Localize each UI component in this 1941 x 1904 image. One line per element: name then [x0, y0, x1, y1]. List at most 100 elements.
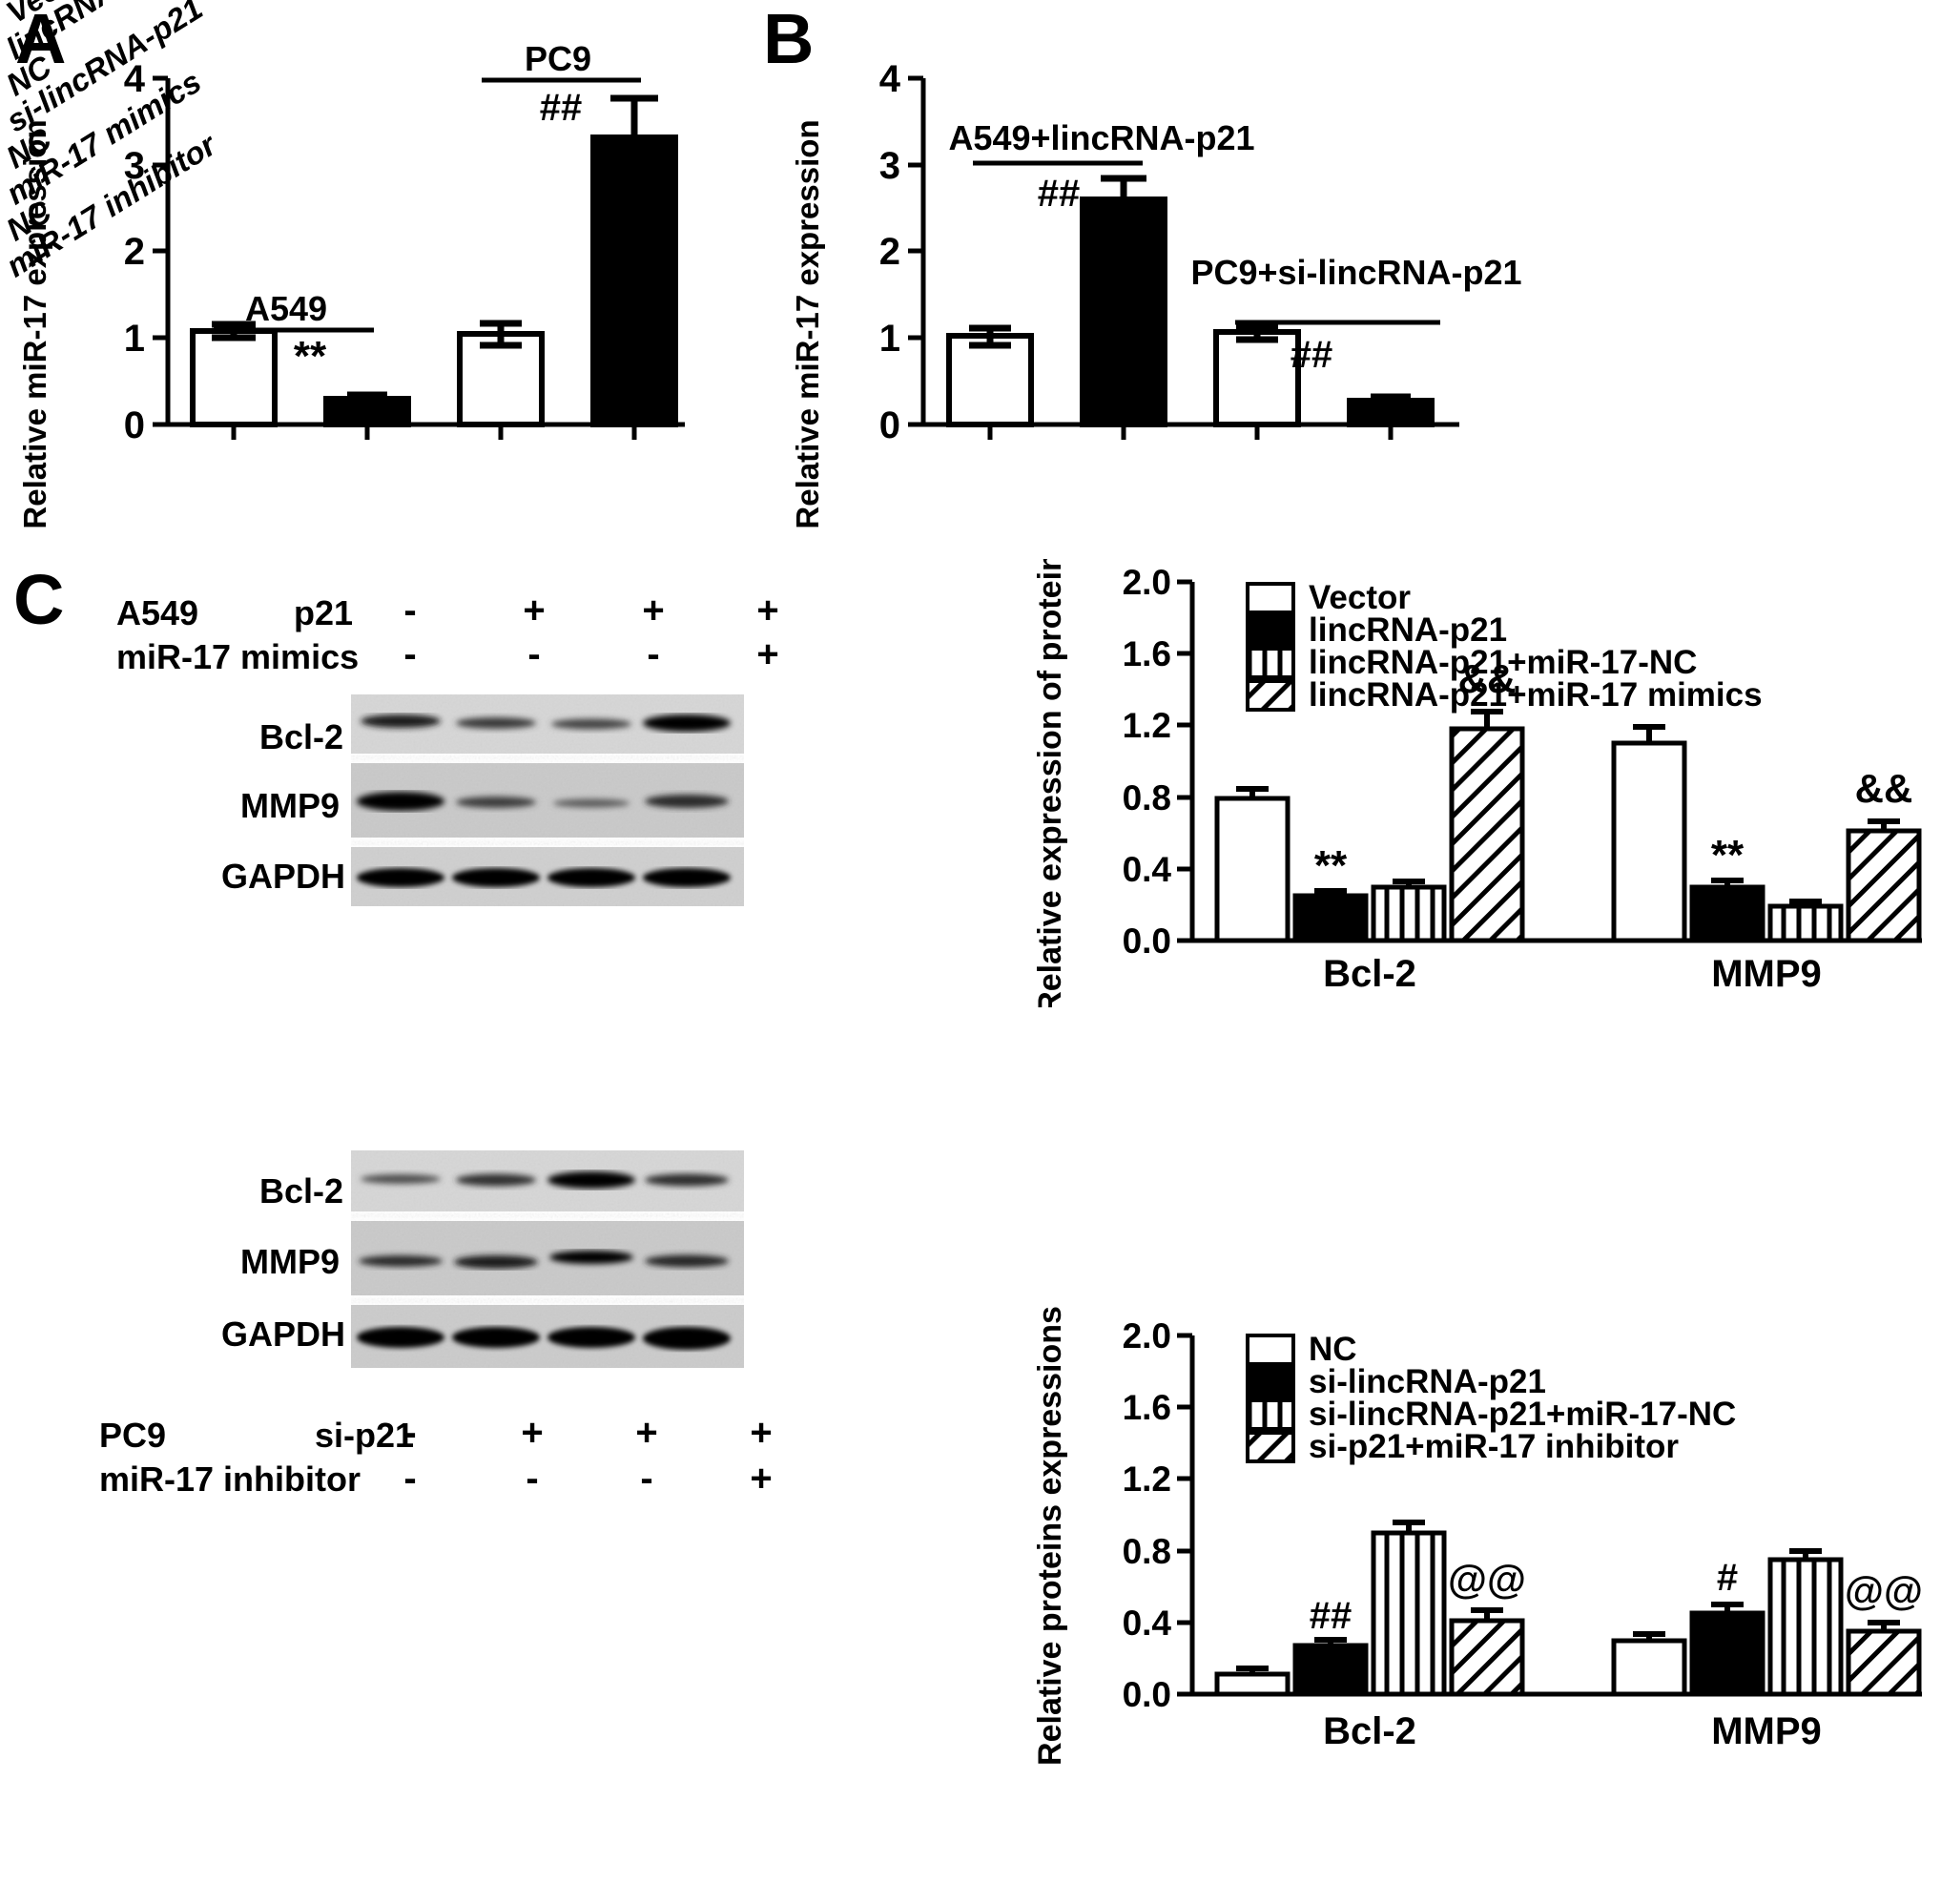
panel-b-group-1-sig: ## — [1291, 334, 1333, 376]
panel-a-ylabel: Relative miR-17 expression — [17, 119, 52, 528]
panel-c-bottom-chart: Relative proteins expressions 0.0 0.4 0.… — [1030, 1307, 1941, 1765]
panel-c-bottom-bar-bcl2-si — [1292, 1643, 1369, 1697]
panel-c-letter: C — [13, 560, 65, 639]
blot-top-row-0-val-3: + — [756, 590, 779, 631]
blot-bottom-row-0-val-3: + — [750, 1412, 773, 1454]
panel-c-top-bar-mmp9-lincmim — [1846, 828, 1922, 943]
panel-c-bottom-ytick-0: 0.0 — [1123, 1675, 1171, 1714]
panel-c-top-ytick-5: 2.0 — [1123, 563, 1171, 602]
panel-c-bottom-bar-mmp9-si — [1689, 1610, 1765, 1697]
blot-bottom-row-1-val-0: - — [403, 1458, 417, 1500]
blot-bottom-row-1-val-2: - — [640, 1458, 653, 1500]
blot-bottom-band-0-label: Bcl-2 — [259, 1171, 344, 1211]
panel-c-top-bar-mmp9-vector — [1611, 740, 1687, 943]
panel-b-ytick-2: 2 — [879, 231, 900, 273]
panel-c-bottom-legend-2: si-lincRNA-p21+miR-17-NC — [1309, 1396, 1736, 1433]
panel-c-top-bar-bcl2-linc — [1292, 893, 1369, 943]
blot-bottom-row-0-label: si-p21 — [315, 1416, 415, 1455]
blot-top-row-0-val-1: + — [523, 590, 546, 631]
blot-top-row-0-label: p21 — [294, 593, 354, 632]
panel-a-ytick-3: 3 — [124, 145, 145, 187]
blot-top-cell-line: A549 — [116, 593, 199, 632]
panel-b-bar-3 — [1347, 398, 1435, 427]
panel-c-top-ytick-2: 0.8 — [1123, 778, 1171, 817]
blot-bottom-cell-line: PC9 — [99, 1416, 167, 1455]
panel-c-bottom-ylabel: Relative proteins expressions — [1032, 1307, 1068, 1765]
panel-b-svg: Relative miR-17 expression 0 1 2 3 4 — [790, 58, 1522, 529]
panel-c-bottom-ytick-5: 2.0 — [1123, 1316, 1171, 1356]
panel-c-top-bar-bcl2-lincmim — [1449, 726, 1525, 943]
panel-c-bottom-legend-3: si-p21+miR-17 inhibitor — [1309, 1428, 1679, 1465]
panel-c-bottom-bar-mmp9-siinh — [1846, 1628, 1922, 1697]
panel-a-bar-0 — [190, 328, 278, 427]
panel-a-group-0-label: A549 — [245, 289, 327, 328]
panel-c-top-anno-mmp9-0: ** — [1711, 832, 1745, 879]
blot-bottom-band-1-label: MMP9 — [240, 1242, 341, 1281]
panel-b-ytick-3: 3 — [879, 145, 900, 187]
panel-c-top-xtick-1: MMP9 — [1711, 953, 1822, 995]
panel-c-bottom-svg: Relative proteins expressions 0.0 0.4 0.… — [1032, 1307, 1923, 1765]
blot-top-row-0-val-2: + — [642, 590, 665, 631]
panel-a-ytick-4: 4 — [124, 58, 146, 100]
panel-a-ytick-1: 1 — [124, 318, 145, 360]
panel-c-bottom-bar-bcl2-siinh — [1449, 1618, 1525, 1697]
panel-a-ytick-2: 2 — [124, 231, 145, 273]
panel-c-top-anno-bcl2-1: && — [1458, 656, 1517, 701]
panel-c-top-anno-bcl2-0: ** — [1314, 842, 1348, 889]
panel-a-chart: Relative miR-17 expression 0 1 2 3 4 — [0, 38, 754, 553]
blot-bottom-row-0-val-0: - — [403, 1412, 417, 1454]
panel-b-letter: B — [763, 0, 815, 78]
blot-top-row-1-label: miR-17 mimics — [116, 637, 360, 676]
panel-b-group-0-sig: ## — [1038, 173, 1081, 215]
panel-c-bottom-bar-mmp9-sinc — [1767, 1557, 1844, 1697]
blot-bottom-row-1-val-1: - — [526, 1458, 539, 1500]
panel-a-group-1-sig: ## — [540, 87, 583, 129]
panel-c-top-chart: Relative expression of protein 0.0 0.4 0… — [1030, 559, 1941, 1007]
panel-a-group-0-sig: ** — [294, 333, 327, 380]
panel-c-bottom-legend-1: si-lincRNA-p21 — [1309, 1363, 1546, 1400]
panel-c-bottom-legend-0: NC — [1309, 1331, 1357, 1368]
panel-c-bottom-ytick-3: 1.2 — [1123, 1459, 1171, 1499]
panel-c-bottom-ytick-4: 1.6 — [1123, 1388, 1171, 1427]
panel-c-top-svg: Relative expression of protein 0.0 0.4 0… — [1032, 559, 1922, 1007]
panel-a-ytick-0: 0 — [124, 404, 145, 446]
panel-c-top-legend-2: lincRNA-p21+miR-17-NC — [1309, 644, 1697, 681]
panel-c-bottom-legend: NC si-lincRNA-p21 si-lincRNA-p21+miR-17-… — [1246, 1331, 1736, 1465]
blot-top-row-1-val-1: - — [527, 633, 541, 675]
panel-c-top-bar-mmp9-lincnc — [1767, 903, 1844, 943]
blot-top-band-0-label: Bcl-2 — [259, 717, 344, 756]
panel-c-top-legend-3: lincRNA-p21+miR-17 mimics — [1309, 676, 1763, 714]
panel-c-bottom-ytick-2: 0.8 — [1123, 1532, 1171, 1571]
panel-b-ylabel: Relative miR-17 expression — [790, 119, 825, 528]
panel-c-top-legend: Vector lincRNA-p21 lincRNA-p21+miR-17-NC… — [1246, 579, 1763, 714]
panel-c-bottom-bar-bcl2-sinc — [1371, 1530, 1447, 1697]
panel-c-bottom-bar-mmp9-nc — [1611, 1638, 1687, 1697]
blot-top-row-1-val-3: + — [756, 633, 779, 675]
panel-c-bottom-xtick-0: Bcl-2 — [1323, 1710, 1416, 1752]
panel-c-top-bar-mmp9-linc — [1689, 884, 1765, 943]
blot-bottom-band-2-label: GAPDH — [221, 1314, 346, 1354]
blot-top-band-2-label: GAPDH — [221, 857, 346, 896]
panel-c-bottom-bar-bcl2-nc — [1214, 1671, 1291, 1697]
panel-b-bar-2 — [1213, 329, 1301, 427]
panel-c-top-xtick-0: Bcl-2 — [1323, 953, 1416, 995]
panel-a-letter: A — [15, 0, 67, 78]
panel-c-top-ytick-3: 1.2 — [1123, 706, 1171, 745]
panel-c-top-legend-0: Vector — [1309, 579, 1411, 616]
panel-c-top-ytick-0: 0.0 — [1123, 921, 1171, 961]
blot-top-row-1-val-0: - — [403, 633, 417, 675]
panel-c-bottom-anno-bcl2-1: @@ — [1448, 1557, 1526, 1602]
panel-c-bottom-ytick-1: 0.4 — [1123, 1604, 1172, 1643]
panel-c-top-bar-bcl2-lincnc — [1371, 884, 1447, 943]
panel-c-top-legend-1: lincRNA-p21 — [1309, 611, 1507, 649]
blot-top-row-1-val-2: - — [647, 633, 660, 675]
blot-bottom-row-1-val-3: + — [750, 1458, 773, 1500]
panel-b-group-0-label: A549+lincRNA-p21 — [948, 118, 1254, 157]
panel-b-bar-0 — [946, 333, 1034, 427]
panel-c-bottom-xtick-1: MMP9 — [1711, 1710, 1822, 1752]
blot-bottom-row-0-val-2: + — [635, 1412, 658, 1454]
panel-b-ytick-4: 4 — [879, 58, 901, 100]
panel-c-bottom-anno-bcl2-0: ## — [1310, 1595, 1353, 1637]
panel-c-top-ytick-4: 1.6 — [1123, 634, 1171, 673]
panel-b-ytick-1: 1 — [879, 318, 900, 360]
